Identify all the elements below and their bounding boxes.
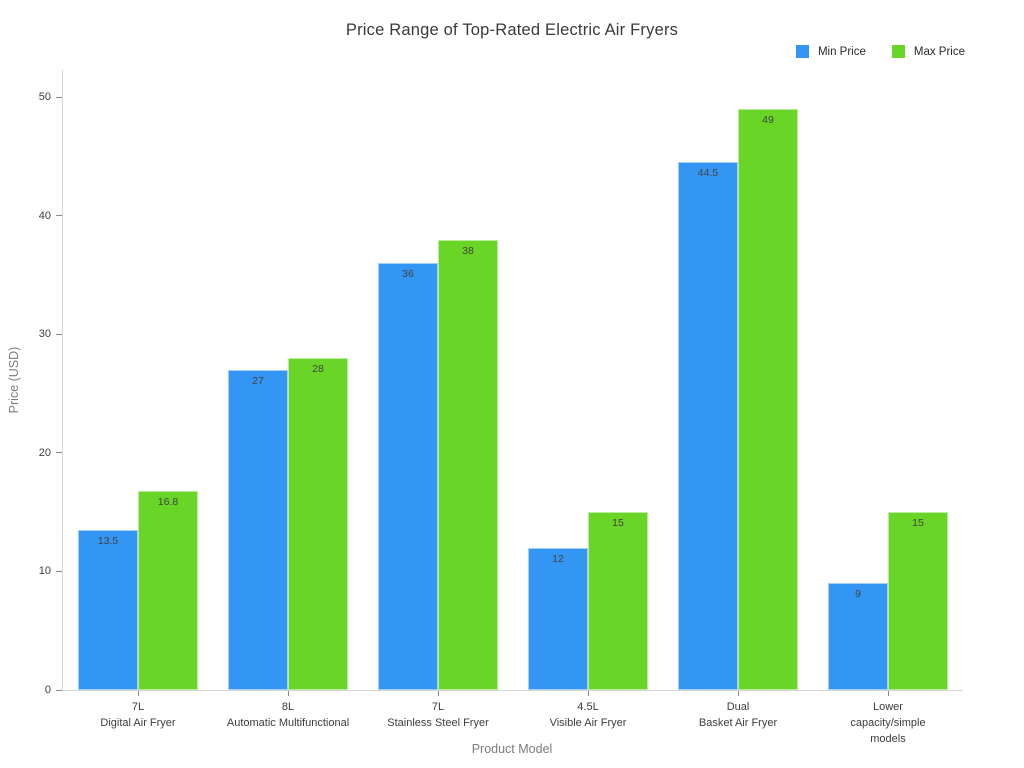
- x-tick-mark: [288, 691, 289, 696]
- bar-value-label: 16.8: [157, 496, 179, 508]
- x-tick-mark: [438, 691, 439, 696]
- y-tick-label: 0: [44, 684, 51, 696]
- bar-group: 12 15: [513, 70, 663, 690]
- bar-max-price[interactable]: 28: [288, 358, 348, 690]
- bar-value-label: 38: [462, 245, 474, 257]
- legend-label: Max Price: [913, 45, 965, 58]
- x-tick-label: 7L Digital Air Fryer: [100, 701, 176, 729]
- y-tick-mark: [56, 689, 62, 691]
- x-tick-mark: [138, 691, 139, 696]
- x-tick-label: Lower capacity/simple models: [850, 701, 926, 745]
- bar-group: 13.5 16.8: [63, 70, 213, 690]
- bar-value-label: 27: [252, 375, 264, 387]
- legend-item-max-price[interactable]: Max Price: [891, 45, 965, 58]
- y-tick-mark: [56, 215, 62, 217]
- bar-group: 36 38: [363, 70, 513, 690]
- bar-max-price[interactable]: 15: [888, 512, 948, 690]
- bar-min-price[interactable]: 44.5: [678, 162, 738, 690]
- x-tick-label: Dual Basket Air Fryer: [698, 701, 778, 729]
- bar-value-label: 15: [912, 517, 924, 529]
- bar-min-price[interactable]: 13.5: [78, 530, 138, 690]
- y-tick-mark: [56, 452, 62, 454]
- y-axis-title: Price (USD): [7, 346, 21, 414]
- chart-title: Price Range of Top-Rated Electric Air Fr…: [345, 21, 679, 39]
- bar-value-label: 15: [612, 517, 624, 529]
- bar-value-label: 13.5: [97, 535, 119, 547]
- bar-min-price[interactable]: 9: [828, 583, 888, 690]
- bar-min-price[interactable]: 27: [228, 370, 288, 690]
- bar-min-price[interactable]: 12: [528, 548, 588, 690]
- bar-max-price[interactable]: 49: [738, 109, 798, 690]
- bar-value-label: 49: [762, 114, 774, 126]
- bar-group: 44.5 49: [663, 70, 813, 690]
- bar-value-label: 12: [552, 553, 564, 565]
- bar-value-label: 36: [402, 268, 414, 280]
- bar-value-label: 9: [855, 588, 861, 600]
- bar-value-label: 44.5: [697, 167, 719, 179]
- y-tick-label: 10: [38, 565, 51, 578]
- x-tick-mark: [588, 691, 589, 696]
- plot-area: 0 10 20 30 40 50 13.5 16.8 7L Digital Air Fryer 2…: [39, 70, 963, 745]
- bar-max-price[interactable]: 38: [438, 240, 498, 690]
- legend-swatch: [795, 45, 809, 58]
- x-axis-title: Product Model: [471, 742, 553, 756]
- x-tick-label: 7L Stainless Steel Fryer: [387, 701, 489, 729]
- legend-label: Min Price: [817, 45, 866, 58]
- x-tick-label: 4.5L Visible Air Fryer: [549, 701, 627, 729]
- y-tick-label: 20: [38, 446, 51, 459]
- y-tick-label: 30: [38, 328, 51, 341]
- bar-group: 27 28: [213, 70, 363, 690]
- y-tick-mark: [56, 333, 62, 335]
- x-tick-mark: [738, 691, 739, 696]
- bar-value-label: 28: [312, 363, 324, 375]
- bar-min-price[interactable]: 36: [378, 263, 438, 690]
- legend-swatch: [891, 45, 905, 58]
- x-tick-label: 8L Automatic Multifunctional: [226, 701, 350, 729]
- x-tick-mark: [888, 691, 889, 696]
- bar-group: 9 15: [813, 70, 963, 690]
- y-tick-label: 40: [38, 209, 51, 222]
- y-tick-mark: [56, 96, 62, 98]
- legend-item-min-price[interactable]: Min Price: [795, 45, 866, 58]
- y-tick-label: 50: [38, 91, 51, 104]
- bar-max-price[interactable]: 15: [588, 512, 648, 690]
- bar-max-price[interactable]: 16.8: [138, 491, 198, 690]
- y-tick-mark: [56, 570, 62, 572]
- legend: Min Price Max Price: [795, 45, 965, 58]
